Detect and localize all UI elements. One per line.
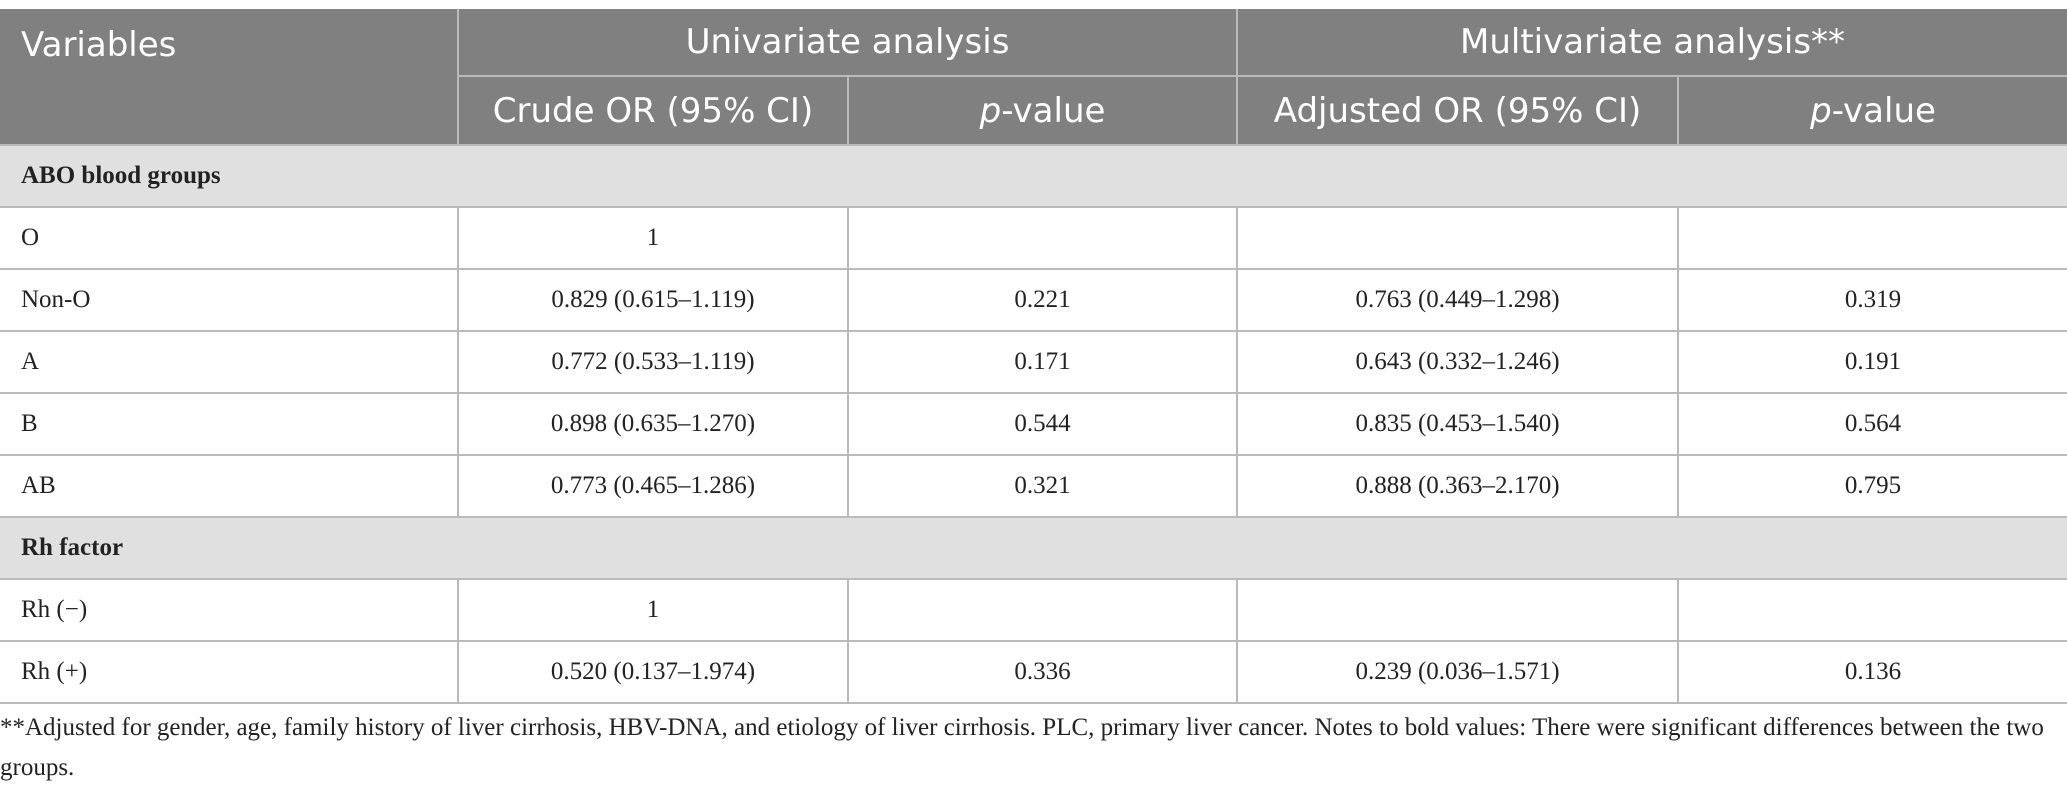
variable-cell: A — [0, 330, 459, 394]
adjusted-or-cell: 0.643 (0.332–1.246) — [1236, 330, 1680, 394]
multivariate-p-value-header: p-value — [1677, 76, 2067, 146]
section-label: Rh factor — [0, 516, 2067, 580]
section-row-abo: ABO blood groups — [0, 144, 2067, 208]
table-footnote: **Adjusted for gender, age, family histo… — [0, 714, 2044, 781]
variable-cell: Non-O — [0, 268, 459, 332]
crude-or-cell: 0.829 (0.615–1.119) — [457, 268, 849, 332]
crude-or-cell: 1 — [457, 578, 849, 642]
variable-cell: AB — [0, 454, 459, 518]
p-suffix: -value — [1831, 90, 1936, 131]
variable-cell: Rh (−) — [0, 578, 459, 642]
variable-cell: O — [0, 206, 459, 270]
crude-or-cell: 0.773 (0.465–1.286) — [457, 454, 849, 518]
adjusted-or-cell — [1236, 578, 1680, 642]
multivariate-p-cell: 0.795 — [1677, 454, 2067, 518]
p-suffix: -value — [1001, 90, 1106, 131]
multivariate-p-cell: 0.319 — [1677, 268, 2067, 332]
header-row-1: Variables Univariate analysis Multivaria… — [0, 9, 2067, 146]
table-row: A 0.772 (0.533–1.119) 0.171 0.643 (0.332… — [0, 330, 2067, 394]
variables-header: Variables — [0, 9, 459, 146]
variable-cell: B — [0, 392, 459, 456]
p-label: p — [1810, 90, 1832, 131]
table-header: Variables Univariate analysis Multivaria… — [0, 9, 2067, 146]
header-row-2: Crude OR (95% CI) p-value Adjusted OR (9… — [0, 76, 2067, 146]
crude-or-cell: 0.772 (0.533–1.119) — [457, 330, 849, 394]
univariate-p-cell: 0.544 — [846, 392, 1239, 456]
univariate-p-cell: 0.336 — [846, 640, 1239, 704]
adjusted-or-header: Adjusted OR (95% CI) — [1236, 76, 1680, 146]
multivariate-p-cell: 0.191 — [1677, 330, 2067, 394]
multivariate-p-cell — [1677, 206, 2067, 270]
multivariate-p-cell: 0.136 — [1677, 640, 2067, 704]
adjusted-or-cell: 0.835 (0.453–1.540) — [1236, 392, 1680, 456]
table-row: AB 0.773 (0.465–1.286) 0.321 0.888 (0.36… — [0, 454, 2067, 518]
crude-or-header: Crude OR (95% CI) — [458, 76, 849, 146]
univariate-p-cell: 0.171 — [846, 330, 1239, 394]
univariate-header: Univariate analysis — [456, 9, 1239, 77]
table-row: B 0.898 (0.635–1.270) 0.544 0.835 (0.453… — [0, 392, 2067, 456]
table-row: Rh (−) 1 — [0, 578, 2067, 642]
table-body: ABO blood groups O 1 Non-O 0.829 (0.615–… — [0, 144, 2067, 704]
multivariate-p-cell — [1677, 578, 2067, 642]
table-row: O 1 — [0, 206, 2067, 270]
table-row: Rh (+) 0.520 (0.137–1.974) 0.336 0.239 (… — [0, 640, 2067, 704]
section-label: ABO blood groups — [0, 144, 2067, 208]
univariate-p-cell: 0.221 — [846, 268, 1239, 332]
p-label: p — [979, 90, 1002, 131]
adjusted-or-cell: 0.888 (0.363–2.170) — [1236, 454, 1680, 518]
crude-or-cell: 0.898 (0.635–1.270) — [457, 392, 849, 456]
adjusted-or-cell: 0.239 (0.036–1.571) — [1236, 640, 1680, 704]
section-row-rh: Rh factor — [0, 516, 2067, 580]
odds-ratio-table: Variables Univariate analysis Multivaria… — [0, 9, 2067, 704]
table-row: Non-O 0.829 (0.615–1.119) 0.221 0.763 (0… — [0, 268, 2067, 332]
univariate-p-cell — [846, 578, 1239, 642]
univariate-p-cell — [846, 206, 1239, 270]
adjusted-or-cell — [1236, 206, 1680, 270]
multivariate-header: Multivariate analysis** — [1236, 9, 2067, 77]
variable-cell: Rh (+) — [0, 640, 459, 704]
univariate-p-cell: 0.321 — [846, 454, 1239, 518]
crude-or-cell: 1 — [457, 206, 849, 270]
adjusted-or-cell: 0.763 (0.449–1.298) — [1236, 268, 1680, 332]
univariate-p-value-header: p-value — [846, 76, 1239, 146]
multivariate-p-cell: 0.564 — [1677, 392, 2067, 456]
crude-or-cell: 0.520 (0.137–1.974) — [457, 640, 849, 704]
